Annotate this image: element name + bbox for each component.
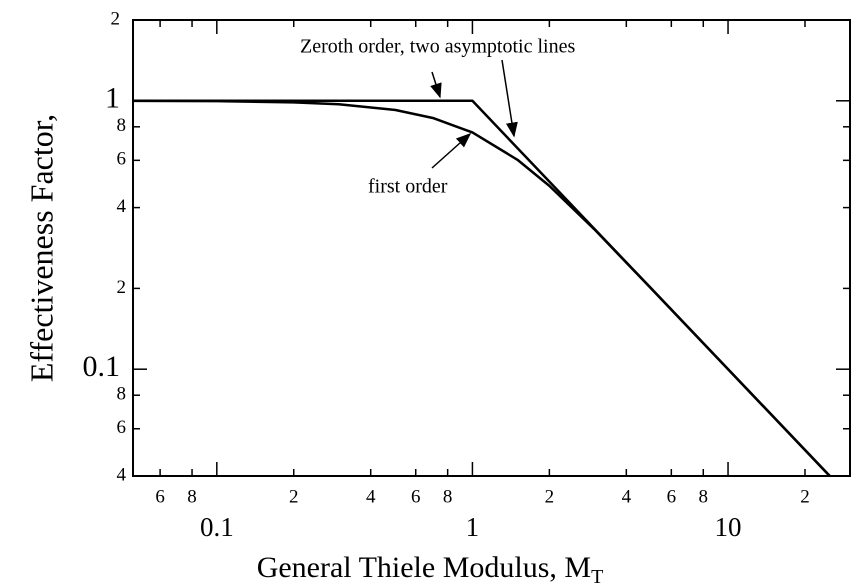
- line: [132, 99, 831, 477]
- arrow: [430, 71, 442, 99]
- x-tick-label: 1: [466, 512, 480, 542]
- y-tick-label: 2: [111, 8, 121, 29]
- annotation: Zeroth order, two asymptotic lines: [300, 36, 575, 58]
- x-tick-label: 4: [366, 486, 376, 507]
- plot-frame: [132, 19, 851, 477]
- arrow: [431, 132, 472, 169]
- y-tick-label: 0.1: [83, 350, 121, 383]
- line: [133, 99, 831, 477]
- x-axis-label-main: General Thiele Modulus, M: [257, 551, 591, 584]
- y-tick-label: 8: [117, 384, 127, 405]
- x-axis-label: General Thiele Modulus, MT: [257, 551, 604, 587]
- x-axis-label-sub: T: [591, 566, 603, 587]
- y-tick-label: 2: [117, 277, 127, 298]
- x-tick-label: 2: [545, 486, 555, 507]
- y-tick-label: 4: [117, 196, 127, 217]
- y-tick-label: 1: [105, 82, 120, 115]
- x-tick-label: 4: [622, 486, 632, 507]
- x-tick-label: 8: [187, 486, 197, 507]
- y-tick-label: 6: [117, 149, 127, 170]
- x-tick-label: 6: [411, 486, 421, 507]
- y-tick-label: 4: [117, 464, 127, 485]
- y-tick-label: 6: [117, 417, 127, 438]
- annotation: first order: [368, 176, 448, 198]
- x-tick-label: 8: [443, 486, 453, 507]
- y-tick-label: 8: [117, 115, 127, 136]
- x-tick-label: 2: [289, 486, 299, 507]
- x-tick-label: 6: [155, 486, 165, 507]
- x-tick-label: 2: [800, 486, 810, 507]
- y-axis-label: Effectiveness Factor,: [23, 114, 59, 382]
- arrow: [501, 59, 518, 138]
- x-tick-label: 10: [715, 512, 742, 542]
- x-tick-label: 6: [667, 486, 677, 507]
- x-tick-label: 8: [699, 486, 709, 507]
- x-tick-label: 0.1: [200, 512, 234, 542]
